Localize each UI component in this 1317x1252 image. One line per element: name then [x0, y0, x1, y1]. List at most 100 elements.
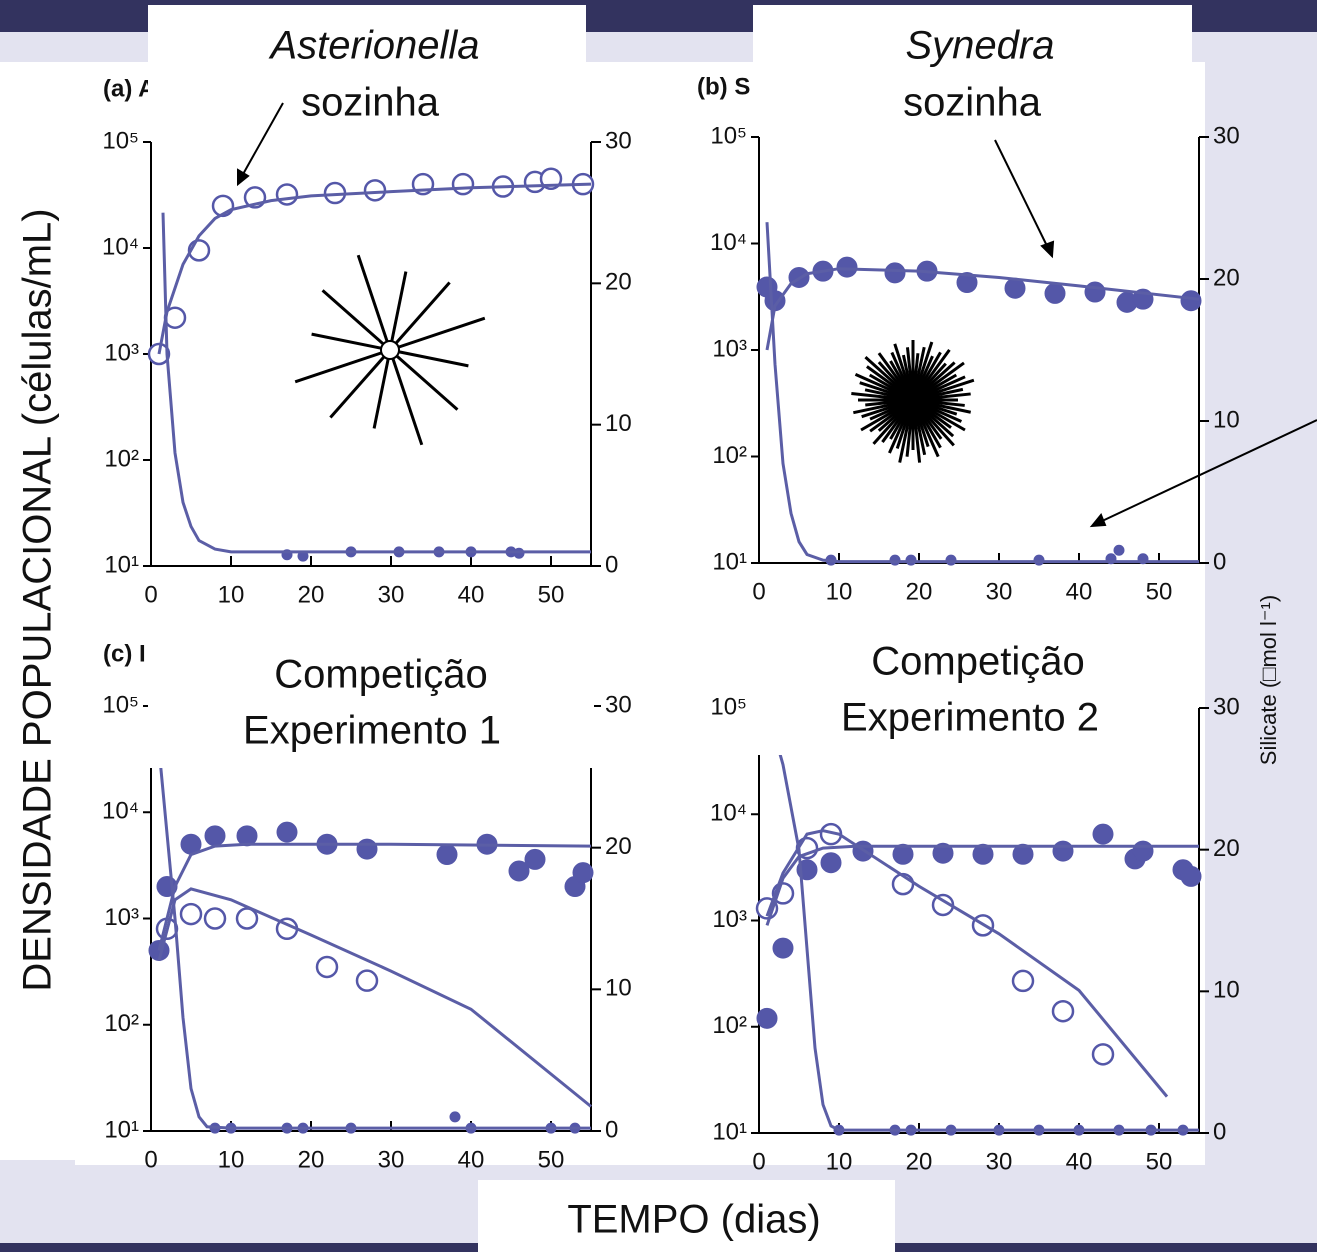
- annotation: Competição: [871, 640, 1084, 684]
- data-point: [1180, 290, 1202, 312]
- data-point: [572, 862, 594, 884]
- data-point: [524, 848, 546, 870]
- x-tick-label: 40: [458, 581, 485, 608]
- data-point: [756, 1007, 778, 1029]
- y-tick-label: 10⁵: [710, 693, 747, 720]
- arrow: [241, 102, 284, 177]
- icon-stroke: [389, 348, 459, 411]
- fit-line: [765, 707, 1199, 1132]
- x-tick-label: 30: [986, 578, 1013, 605]
- data-point: [204, 825, 226, 847]
- data-point: [892, 843, 914, 865]
- data-point: [1011, 969, 1035, 993]
- x-tick-label: 50: [1146, 578, 1173, 605]
- panel-label: (b) S: [697, 73, 750, 100]
- y-tick-label: 10²: [712, 1012, 747, 1039]
- y2-tick-label: 30: [1213, 122, 1240, 149]
- y2-tick-label: 20: [1213, 264, 1240, 291]
- y2-tick-label: 10: [1213, 977, 1240, 1004]
- data-point: [451, 172, 475, 196]
- icon-stroke: [321, 289, 391, 352]
- data-point: [275, 183, 299, 206]
- data-point: [1091, 1043, 1115, 1066]
- data-point: [972, 843, 994, 865]
- annotation: Experimento 1: [243, 709, 501, 753]
- panel: (a) A 0 10 20 30 40 50 10¹ 10² 10³ 10⁴ 10⁵ 0 10 20 30: [102, 75, 632, 608]
- fit-line: [157, 748, 591, 1130]
- y2-tick-label: 0: [605, 551, 618, 578]
- y-tick-label: 10¹: [104, 551, 139, 578]
- data-point: [315, 955, 339, 979]
- x-tick-label: 30: [986, 1148, 1013, 1175]
- y2-tick-label: 10: [1213, 406, 1240, 433]
- panel: (b) S 0 10 20 30 40 50 10¹ 10² 10³ 10⁴ 10⁵ 0 10 20 30: [697, 73, 1240, 605]
- y-tick-label: 10⁴: [710, 800, 747, 827]
- data-point: [1012, 843, 1034, 865]
- fit-line: [157, 887, 592, 1108]
- x-tick-label: 40: [1066, 578, 1093, 605]
- y-tick-label: 10⁵: [102, 127, 139, 154]
- fit-line: [765, 844, 1199, 926]
- plots: (a) A 0 10 20 30 40 50 10¹ 10² 10³ 10⁴ 10⁵ 0 10 20 30 (b…: [102, 73, 1240, 1175]
- y2-tick-label: 20: [605, 269, 632, 296]
- y-tick-label: 10³: [104, 904, 139, 931]
- y-tick-label: 10³: [104, 339, 139, 366]
- y2-tick-label: 10: [605, 410, 632, 437]
- x-tick-label: 0: [752, 1148, 765, 1175]
- panel: 0 10 20 30 40 50 10¹ 10² 10³ 10⁴ 10⁵ 0 10 20 30: [710, 693, 1240, 1175]
- data-point: [932, 842, 954, 864]
- icon-center: [380, 340, 400, 360]
- y2-tick-label: 30: [605, 127, 632, 154]
- y-tick-label: 10²: [104, 1010, 139, 1037]
- x-axis-label: TEMPO (dias): [567, 1198, 820, 1242]
- x-tick-label: 20: [906, 1148, 933, 1175]
- data-point: [436, 844, 458, 866]
- data-point: [1084, 281, 1106, 303]
- y-axis-label: DENSIDADE POPULACIONAL (células/mL): [16, 208, 60, 991]
- annotation: Competição: [274, 653, 487, 697]
- ylabel-box: [0, 62, 75, 1160]
- x-tick-label: 50: [1146, 1148, 1173, 1175]
- y-tick-label: 10⁵: [102, 691, 139, 718]
- y-tick-label: 10⁴: [102, 798, 139, 825]
- data-point: [179, 902, 203, 926]
- y-tick-label: 10¹: [712, 1118, 747, 1145]
- data-point: [449, 1111, 461, 1123]
- x-tick-label: 40: [458, 1146, 485, 1173]
- icon-stroke: [294, 348, 391, 384]
- y-tick-label: 10³: [712, 906, 747, 933]
- data-point: [1044, 282, 1066, 304]
- data-point: [203, 907, 227, 930]
- data-point: [1051, 999, 1075, 1023]
- arrowhead: [1089, 513, 1107, 528]
- icon-stroke: [356, 254, 392, 351]
- fit-line: [157, 182, 592, 355]
- annotation: Asterionella: [268, 24, 479, 68]
- data-point: [956, 272, 978, 294]
- panel-label: (a) A: [103, 75, 155, 102]
- y-tick-label: 10⁴: [710, 229, 747, 256]
- data-point: [363, 179, 387, 202]
- arrow: [994, 139, 1049, 249]
- y2-tick-label: 20: [1213, 835, 1240, 862]
- y-tick-label: 10¹: [104, 1116, 139, 1143]
- y-tick-label: 10¹: [712, 548, 747, 575]
- fit-line: [765, 829, 1169, 1098]
- icon-stroke: [311, 332, 391, 352]
- icon-stroke: [389, 348, 469, 368]
- data-point: [236, 825, 258, 847]
- x-tick-label: 0: [144, 581, 157, 608]
- icon-stroke: [329, 349, 392, 419]
- arrow: [1099, 419, 1317, 523]
- x-tick-label: 0: [144, 1146, 157, 1173]
- x-tick-label: 20: [298, 581, 325, 608]
- y-tick-label: 10⁴: [102, 233, 139, 260]
- icon-stroke: [388, 271, 408, 351]
- y2-tick-label: 0: [1213, 1118, 1226, 1145]
- y2-tick-label: 0: [605, 1116, 618, 1143]
- x-tick-label: 10: [826, 578, 853, 605]
- data-point: [356, 838, 378, 860]
- x-tick-label: 50: [538, 581, 565, 608]
- panel: (c) I 0 10 20 30 40 50 10¹ 10² 10³ 10⁴ 10⁵ 0 10 20 30: [102, 640, 632, 1173]
